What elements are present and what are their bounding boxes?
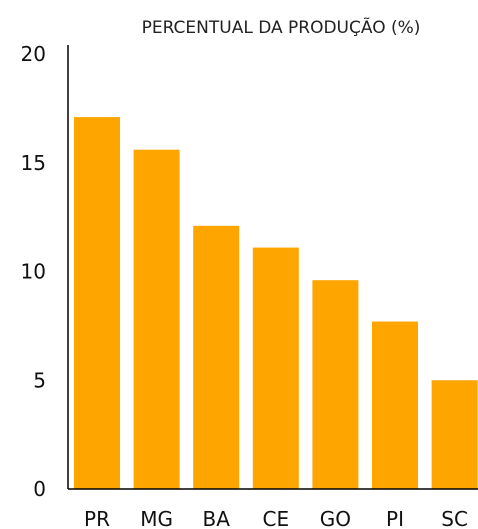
- x-axis-labels: PR MG BA CE GO PI SC: [84, 507, 468, 529]
- y-tick-label: 15: [21, 151, 46, 175]
- x-tick-label-sc: SC: [441, 507, 468, 529]
- y-tick-label: 20: [21, 42, 46, 66]
- x-tick-label-ce: CE: [262, 507, 289, 529]
- bar-pr: [74, 117, 120, 489]
- chart-title: PERCENTUAL DA PRODUÇÃO (%): [142, 16, 421, 38]
- y-tick-label: 10: [21, 260, 46, 284]
- y-tick-label: 5: [33, 368, 46, 392]
- bar-ba: [193, 225, 240, 489]
- bar-go: [312, 280, 359, 489]
- bar-mg: [133, 149, 180, 489]
- x-tick-label-mg: MG: [140, 507, 173, 529]
- bar-sc: [431, 380, 478, 489]
- x-tick-label-pr: PR: [84, 507, 110, 529]
- bar-pi: [372, 321, 418, 489]
- x-tick-label-pi: PI: [386, 507, 404, 529]
- x-tick-label-go: GO: [320, 507, 351, 529]
- bars: [74, 117, 478, 489]
- y-axis-ticks: 0 5 10 15 20: [21, 42, 46, 501]
- y-tick-label: 0: [33, 477, 46, 501]
- bar-ce: [252, 247, 299, 489]
- x-tick-label-ba: BA: [202, 507, 230, 529]
